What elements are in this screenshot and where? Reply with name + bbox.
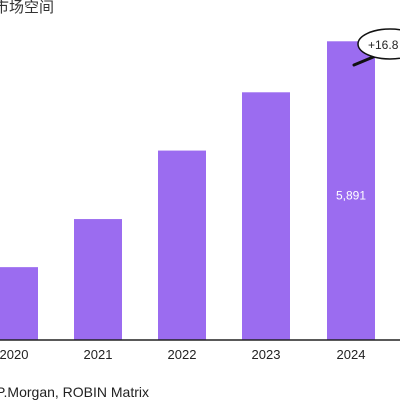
- x-tick-label-2022: 2022: [168, 347, 197, 362]
- annotation-text: +16.8: [368, 38, 399, 52]
- growth-annotation: +16.8: [352, 28, 400, 67]
- bar-2024: [327, 41, 375, 341]
- data-label-2024: 5,891: [336, 189, 366, 203]
- bar-2023: [242, 92, 290, 341]
- chart-title: 市场空间: [0, 0, 55, 16]
- x-tick-label-2020: 2020: [0, 347, 28, 362]
- bars-layer: [0, 41, 375, 341]
- x-tick-label-2023: 2023: [252, 347, 281, 362]
- bar-2021: [74, 219, 122, 340]
- bar-2020: [0, 267, 38, 340]
- bar-2022: [158, 150, 206, 340]
- ticks-layer: 2020 2021 2022 2023 2024: [0, 347, 365, 362]
- chart-source: P.Morgan, ROBIN Matrix: [0, 384, 150, 400]
- data-labels-layer: 5,891: [336, 189, 366, 203]
- x-tick-label-2021: 2021: [84, 347, 113, 362]
- annotation-bubble: [357, 28, 400, 60]
- x-tick-label-2024: 2024: [337, 347, 366, 362]
